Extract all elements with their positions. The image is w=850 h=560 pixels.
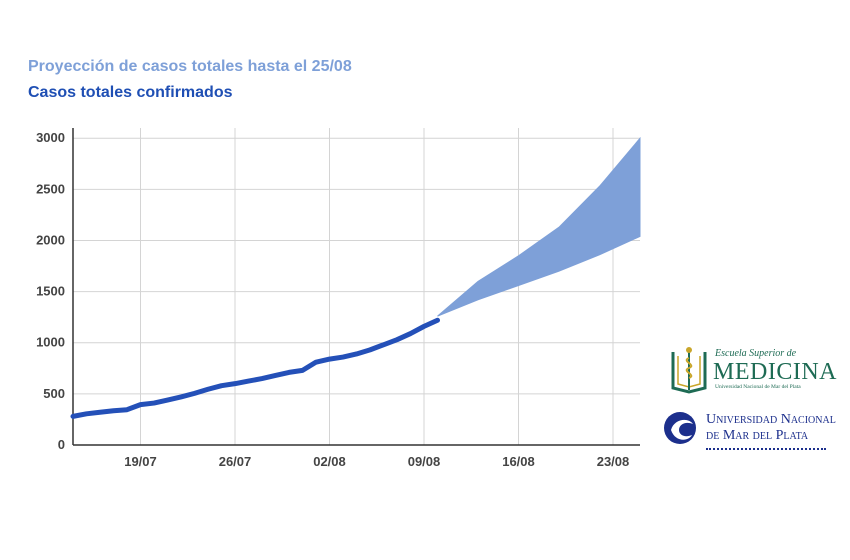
x-tick-label: 23/08: [597, 454, 630, 469]
caduceus-emblem-icon: [671, 347, 707, 394]
x-tick-label: 19/07: [124, 454, 157, 469]
projection-band: [437, 136, 641, 317]
y-tick-label: 2000: [36, 232, 65, 247]
universidad-logo: Universidad Nacional de Mar del Plata: [662, 408, 847, 458]
escuela-line2: MEDICINA: [713, 359, 837, 385]
chart-subtitle: Proyección de casos totales hasta el 25/…: [28, 58, 352, 75]
x-tick-label: 09/08: [408, 454, 441, 469]
y-tick-label: 2500: [36, 181, 65, 196]
escuela-line1: Escuela Superior de: [715, 348, 797, 359]
wave-emblem-icon: [664, 412, 696, 444]
universidad-line1: Universidad Nacional: [706, 412, 836, 427]
x-tick-label: 02/08: [313, 454, 346, 469]
universidad-dots: [706, 448, 826, 450]
x-tick-label: 26/07: [219, 454, 252, 469]
confirmed-cases-line: [70, 317, 440, 419]
escuela-line3: Universidad Nacional de Mar del Plata: [715, 384, 801, 390]
y-tick-label: 1000: [36, 335, 65, 350]
series-layer: [70, 136, 641, 419]
y-tick-label: 0: [58, 437, 65, 452]
y-tick-label: 3000: [36, 130, 65, 145]
y-tick-label: 500: [43, 386, 65, 401]
universidad-line2: de Mar del Plata: [706, 428, 809, 443]
axis-layer: 0 500 1000 1500 2000 2500 3000 19/07 26/07 02/08 0…: [36, 128, 640, 469]
grid-layer: [73, 128, 640, 446]
x-tick-label: 16/08: [502, 454, 535, 469]
escuela-medicina-logo: Escuela Superior de MEDICINA Universidad…: [667, 344, 842, 396]
y-tick-label: 1500: [36, 284, 65, 299]
chart-title: Casos totales confirmados: [28, 84, 233, 101]
